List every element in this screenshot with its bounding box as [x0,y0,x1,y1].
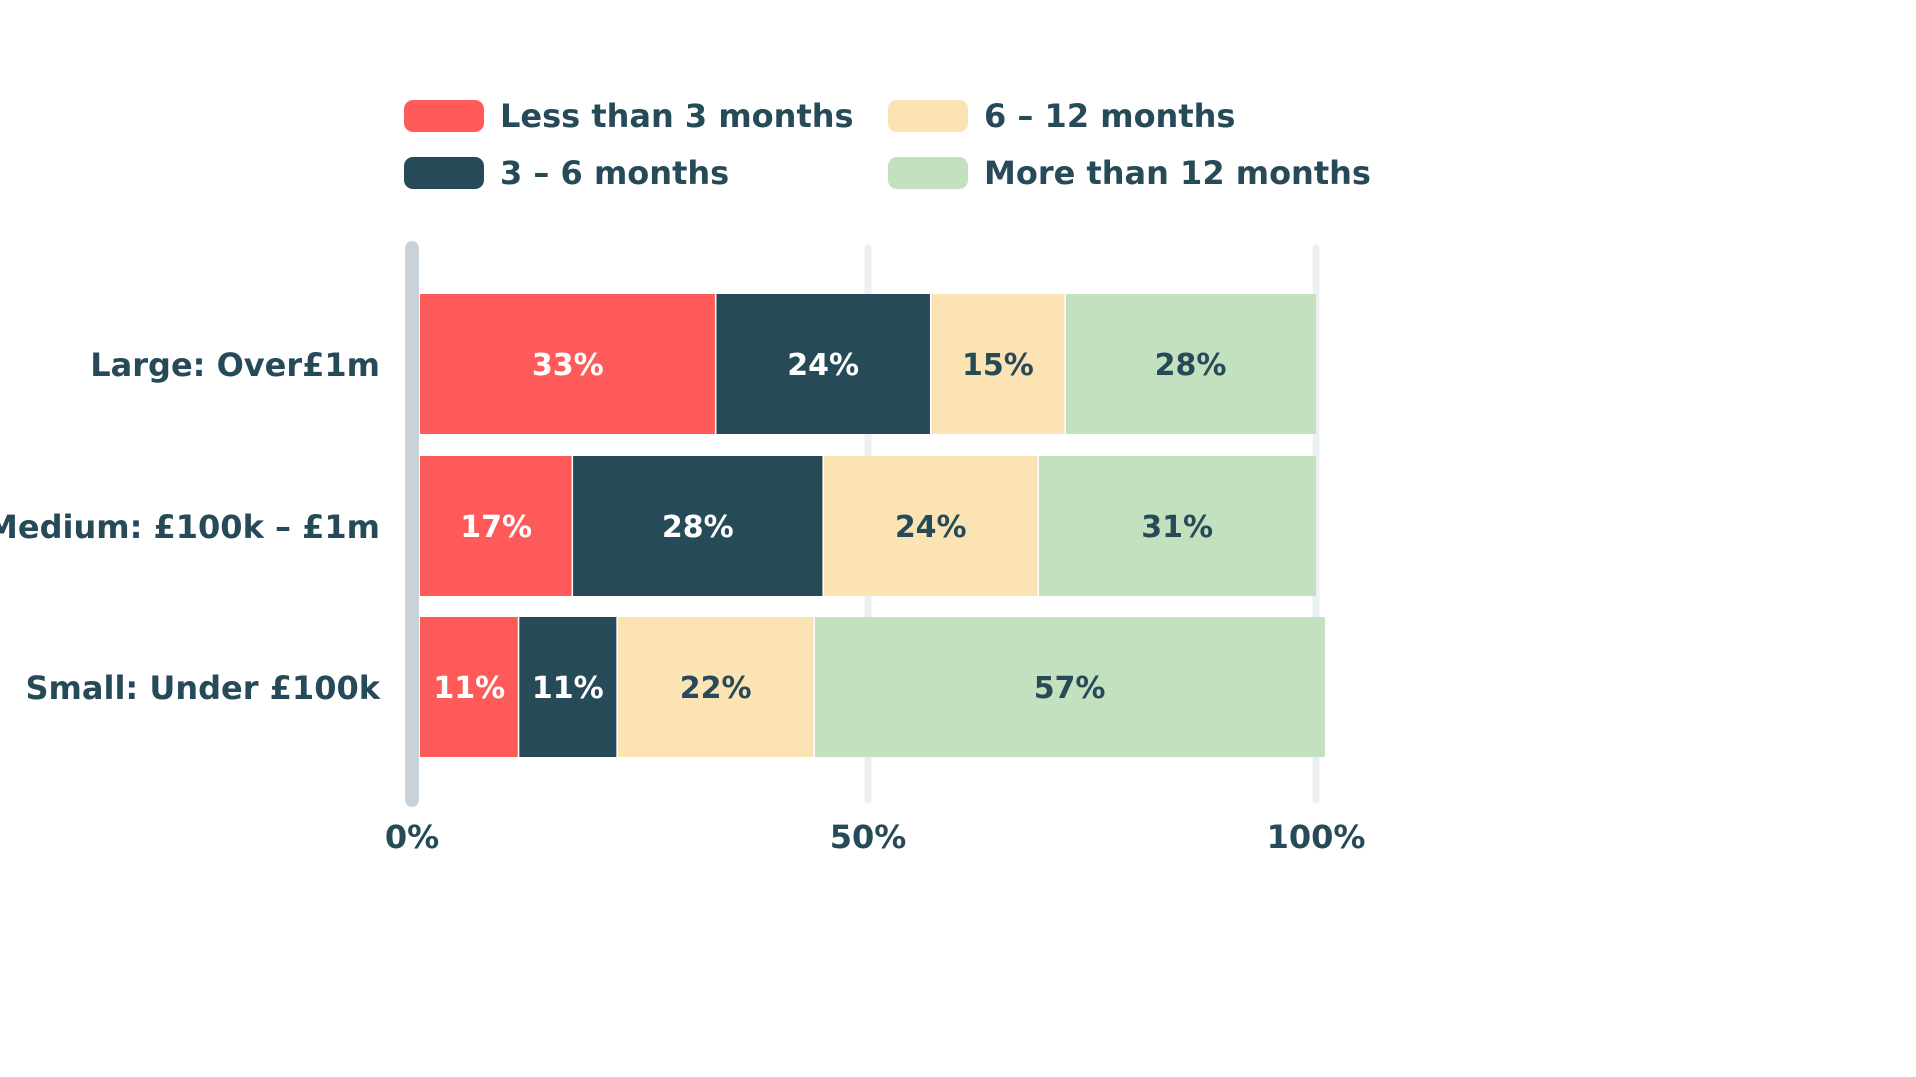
bar-segment [518,617,618,757]
bar-value-label: 15% [962,348,1034,383]
category-label: Small: Under £100k [26,669,381,707]
bar-value-label: 28% [662,510,734,545]
legend-label: 3 – 6 months [500,154,729,192]
legend-label: More than 12 months [984,154,1371,192]
bar-value-label: 24% [787,348,859,383]
legend-label: Less than 3 months [500,97,854,135]
bar-end-cap [1308,456,1316,596]
category-label: Large: Over£1m [90,346,380,384]
bar-end-cap [1316,617,1325,757]
bar-value-label: 33% [532,348,604,383]
bar-segment [930,294,1066,434]
bar-end-cap [1308,294,1316,434]
bar-value-label: 17% [460,510,532,545]
bar-value-label: 28% [1155,348,1227,383]
bar-segment [1065,294,1316,434]
bar-value-label: 22% [680,671,752,706]
bar-segment [420,456,573,596]
legend-swatch [404,100,484,132]
bar-value-label: 11% [433,671,505,706]
bar-segment [572,456,824,596]
bar-segment [1038,456,1316,596]
legend-swatch [888,157,968,189]
category-label: Medium: £100k – £1m [0,508,380,546]
bar-value-label: 11% [532,671,604,706]
legend-label: 6 – 12 months [984,97,1235,135]
bar-segment [814,617,1325,757]
bar-segment [617,617,815,757]
bar-segment [420,617,519,757]
legend-swatch [404,157,484,189]
bar-segment [823,456,1039,596]
bar-value-label: 24% [895,510,967,545]
x-tick-label: 0% [385,818,439,856]
x-tick-label: 50% [830,818,907,856]
bar-segment [715,294,931,434]
bar-segment [420,294,716,434]
bar-value-label: 31% [1141,510,1213,545]
bar-value-label: 57% [1034,671,1106,706]
legend-swatch [888,100,968,132]
x-tick-label: 100% [1267,818,1366,856]
